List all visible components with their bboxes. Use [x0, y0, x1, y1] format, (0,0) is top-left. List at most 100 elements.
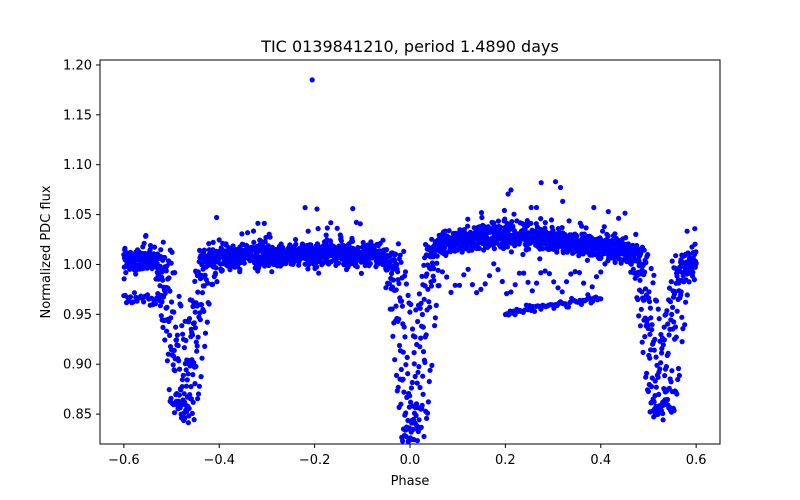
data-point	[338, 238, 344, 244]
data-point	[576, 270, 583, 276]
data-point	[640, 349, 646, 355]
data-point	[591, 204, 597, 211]
data-point	[579, 223, 585, 229]
data-point	[350, 238, 356, 244]
data-point	[534, 280, 540, 286]
chart-title: TIC 0139841210, period 1.4890 days	[260, 37, 559, 56]
data-point	[190, 399, 196, 405]
data-point	[557, 184, 564, 191]
data-point	[355, 244, 361, 251]
data-point	[491, 246, 497, 252]
data-point	[650, 280, 656, 286]
data-point	[166, 275, 172, 281]
data-point	[504, 291, 510, 297]
data-point	[649, 327, 655, 333]
data-point	[162, 290, 168, 296]
data-point	[476, 245, 482, 251]
data-point	[679, 314, 685, 320]
data-point	[160, 239, 166, 245]
data-point	[679, 339, 685, 345]
data-point	[179, 323, 185, 329]
data-point	[420, 349, 427, 355]
data-point	[404, 354, 410, 360]
data-point	[538, 306, 544, 312]
data-point	[565, 304, 572, 310]
data-point	[589, 284, 595, 290]
data-point	[531, 308, 538, 314]
data-point	[630, 266, 637, 272]
data-point	[424, 410, 431, 416]
data-point	[452, 282, 458, 288]
data-point	[191, 320, 197, 326]
data-point	[190, 372, 196, 378]
y-tick-label: 1.10	[63, 158, 92, 173]
data-point	[173, 337, 180, 343]
data-point	[670, 304, 676, 310]
data-point	[419, 402, 425, 408]
data-point	[314, 206, 320, 212]
data-point	[245, 230, 251, 236]
data-point	[186, 316, 193, 322]
data-point	[528, 220, 534, 226]
y-tick-label: 1.05	[63, 208, 92, 223]
data-point	[641, 297, 648, 303]
data-point	[418, 300, 424, 306]
data-point	[675, 365, 682, 372]
data-points	[121, 77, 699, 445]
data-point	[180, 331, 186, 337]
data-point	[141, 299, 147, 305]
data-point	[418, 424, 424, 430]
data-point	[353, 219, 359, 225]
data-point	[202, 272, 208, 278]
data-point	[672, 324, 679, 330]
data-point	[501, 207, 507, 214]
data-point	[405, 292, 411, 298]
data-point	[401, 389, 407, 395]
data-point	[482, 281, 488, 287]
data-point	[525, 279, 531, 285]
data-point	[130, 299, 136, 305]
data-point	[176, 392, 182, 398]
data-point	[407, 309, 413, 315]
data-point	[652, 336, 658, 342]
data-point	[159, 299, 165, 305]
data-point	[173, 324, 179, 330]
data-point	[168, 315, 174, 321]
data-point	[210, 239, 216, 245]
data-point	[202, 343, 208, 349]
data-point	[425, 399, 431, 405]
x-axis-ticks: −0.6 −0.4 −0.2 0.0 0.2 0.4 0.6	[108, 444, 706, 468]
data-point	[538, 180, 544, 186]
data-point	[127, 294, 133, 300]
data-point	[661, 324, 667, 330]
data-point	[210, 281, 216, 287]
data-point	[593, 274, 600, 280]
data-point	[643, 260, 649, 266]
data-point	[653, 384, 659, 390]
data-point	[172, 270, 178, 276]
data-point	[507, 310, 513, 316]
data-point	[678, 289, 684, 295]
data-point	[323, 256, 329, 262]
data-point	[402, 334, 408, 340]
data-point	[267, 234, 273, 240]
data-point	[177, 366, 183, 372]
data-point	[574, 233, 580, 239]
data-point	[622, 210, 628, 216]
data-point	[178, 303, 184, 309]
data-point	[429, 236, 435, 242]
data-point	[405, 417, 411, 424]
data-point	[639, 339, 645, 345]
data-point	[664, 396, 671, 403]
data-point	[645, 252, 651, 258]
data-point	[194, 348, 200, 354]
data-point	[350, 245, 356, 251]
data-point	[528, 204, 534, 211]
data-point	[179, 377, 185, 383]
data-point	[637, 323, 644, 329]
data-point	[158, 292, 164, 298]
data-point	[645, 388, 652, 395]
data-point	[538, 270, 544, 276]
data-point	[646, 299, 653, 305]
data-point	[185, 371, 191, 377]
